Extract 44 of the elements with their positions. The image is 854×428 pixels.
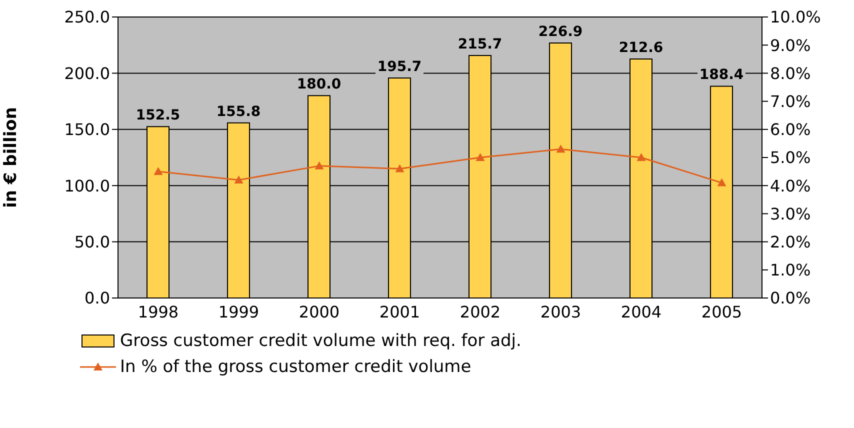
y2-tick-label: 0.0% xyxy=(770,288,811,308)
y-tick-label: 50.0 xyxy=(74,232,110,252)
data-label: 226.9 xyxy=(538,24,583,40)
y2-tick-label: 4.0% xyxy=(770,176,811,196)
y2-tick-label: 7.0% xyxy=(770,92,811,111)
y-tick-label: 250.0 xyxy=(64,8,110,27)
data-label: 155.8 xyxy=(216,104,261,120)
y2-tick-label: 3.0% xyxy=(770,204,811,224)
y2-tick-label: 10.0% xyxy=(770,8,821,27)
data-label: 188.4 xyxy=(699,67,744,84)
y-tick-label: 150.0 xyxy=(64,120,110,140)
x-tick-label: 2005 xyxy=(701,302,742,322)
point xyxy=(717,178,726,186)
point xyxy=(556,144,566,153)
data-label: 195.7 xyxy=(377,59,422,76)
y-axis-title: in € billion xyxy=(1,107,22,208)
y2-tick-label: 9.0% xyxy=(770,36,811,55)
y-tick-label: 0.0 xyxy=(84,288,110,308)
legend-label: In % of the gross customer credit volume xyxy=(120,357,472,377)
x-tick-label: 2001 xyxy=(379,302,420,322)
data-label: 215.7 xyxy=(458,36,502,53)
point xyxy=(234,175,244,184)
legend-label: Gross customer credit volume with req. for adj. xyxy=(120,331,522,351)
data-label: 180.0 xyxy=(296,76,342,93)
y-tick-label: 100.0 xyxy=(64,176,110,196)
x-tick-label: 2002 xyxy=(460,302,501,322)
point xyxy=(154,167,163,176)
point xyxy=(395,164,404,172)
y2-tick-label: 6.0% xyxy=(770,120,811,140)
y2-tick-label: 2.0% xyxy=(770,232,811,252)
point xyxy=(476,153,485,161)
data-label: 212.6 xyxy=(618,40,664,56)
y2-tick-label: 8.0% xyxy=(770,64,811,83)
x-tick-label: 1999 xyxy=(218,302,260,322)
data-label: 152.5 xyxy=(136,108,180,124)
point xyxy=(636,153,646,161)
point xyxy=(314,161,324,170)
x-tick-label: 2003 xyxy=(540,302,582,322)
y2-tick-label: 1.0% xyxy=(770,260,811,280)
y2-tick-label: 5.0% xyxy=(770,148,811,168)
y-tick-label: 200.0 xyxy=(64,64,110,83)
x-tick-label: 2000 xyxy=(298,302,340,322)
x-tick-label: 2004 xyxy=(620,302,662,322)
x-tick-label: 1998 xyxy=(138,302,179,322)
